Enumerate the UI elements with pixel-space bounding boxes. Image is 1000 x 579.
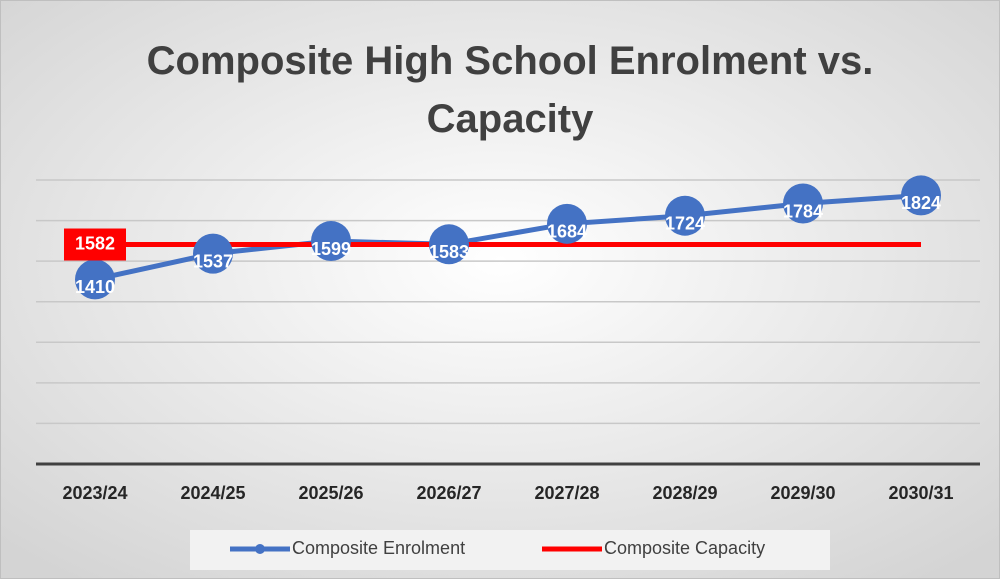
data-label: 1410 xyxy=(75,277,115,297)
point-marker xyxy=(311,221,351,262)
x-tick-label: 2027/28 xyxy=(534,483,599,503)
data-label: 1599 xyxy=(311,239,351,259)
point-marker xyxy=(783,183,823,224)
data-label: 1684 xyxy=(547,222,587,242)
data-label: 1784 xyxy=(783,201,823,221)
x-tick-label: 2025/26 xyxy=(298,483,363,503)
data-label: 1724 xyxy=(665,213,705,233)
data-label: 1537 xyxy=(193,251,233,271)
point-marker xyxy=(429,224,469,265)
chart-title: Composite High School Enrolment vs. Capa… xyxy=(146,39,874,141)
x-tick-label: 2026/27 xyxy=(416,483,481,503)
x-tick-label: 2028/29 xyxy=(652,483,717,503)
data-label-box xyxy=(64,228,126,261)
x-tick-label: 2023/24 xyxy=(62,483,127,503)
data-label: 1824 xyxy=(901,193,941,213)
point-marker xyxy=(665,195,705,236)
point-marker xyxy=(193,233,233,274)
legend-marker xyxy=(255,544,265,554)
legend-label: Composite Enrolment xyxy=(292,538,465,558)
x-tick-label: 2024/25 xyxy=(180,483,245,503)
point-marker xyxy=(901,175,941,216)
x-tick-label: 2029/30 xyxy=(770,483,835,503)
data-label: 1583 xyxy=(429,242,469,262)
point-marker xyxy=(75,259,115,300)
point-marker xyxy=(547,203,587,244)
data-label: 1582 xyxy=(75,233,115,253)
x-tick-label: 2030/31 xyxy=(888,483,953,503)
legend-box xyxy=(190,530,830,570)
legend-label: Composite Capacity xyxy=(604,538,765,558)
